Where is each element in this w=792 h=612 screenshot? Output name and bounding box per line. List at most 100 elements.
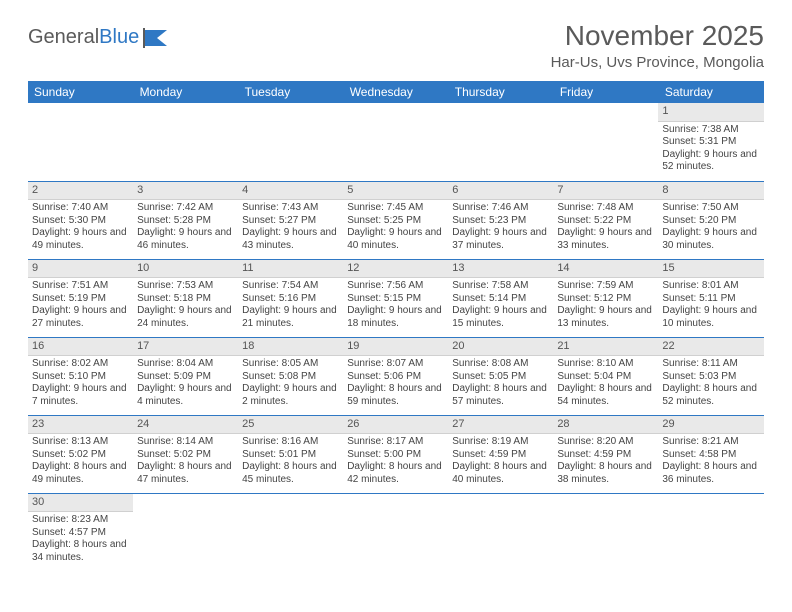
daylight-line: Daylight: 8 hours and 34 minutes. — [32, 539, 129, 564]
day-number: 24 — [133, 416, 238, 435]
daylight-line: Daylight: 8 hours and 49 minutes. — [32, 461, 129, 486]
location-text: Har-Us, Uvs Province, Mongolia — [551, 54, 764, 71]
logo-text-1: General — [28, 26, 99, 48]
sunset-line: Sunset: 5:00 PM — [347, 449, 444, 462]
day-body: Sunrise: 8:16 AMSunset: 5:01 PMDaylight:… — [238, 434, 343, 489]
day-body: Sunrise: 7:38 AMSunset: 5:31 PMDaylight:… — [658, 122, 763, 177]
sunset-line: Sunset: 4:57 PM — [32, 527, 129, 540]
sunrise-line: Sunrise: 8:08 AM — [452, 358, 549, 371]
daylight-line: Daylight: 8 hours and 45 minutes. — [242, 461, 339, 486]
sunset-line: Sunset: 5:12 PM — [557, 293, 654, 306]
sunrise-line: Sunrise: 7:43 AM — [242, 202, 339, 215]
day-body: Sunrise: 7:53 AMSunset: 5:18 PMDaylight:… — [133, 278, 238, 333]
sunset-line: Sunset: 5:06 PM — [347, 371, 444, 384]
sunset-line: Sunset: 5:22 PM — [557, 215, 654, 228]
day-number: 5 — [343, 182, 448, 201]
sunrise-line: Sunrise: 7:59 AM — [557, 280, 654, 293]
calendar-cell: 3Sunrise: 7:42 AMSunset: 5:28 PMDaylight… — [133, 181, 238, 259]
daylight-line: Daylight: 9 hours and 37 minutes. — [452, 227, 549, 252]
day-body: Sunrise: 7:42 AMSunset: 5:28 PMDaylight:… — [133, 200, 238, 255]
day-number: 29 — [658, 416, 763, 435]
day-number: 23 — [28, 416, 133, 435]
sunset-line: Sunset: 5:25 PM — [347, 215, 444, 228]
day-number: 11 — [238, 260, 343, 279]
sunset-line: Sunset: 5:03 PM — [662, 371, 759, 384]
day-body: Sunrise: 8:17 AMSunset: 5:00 PMDaylight:… — [343, 434, 448, 489]
calendar-cell: 17Sunrise: 8:04 AMSunset: 5:09 PMDayligh… — [133, 337, 238, 415]
day-body: Sunrise: 8:01 AMSunset: 5:11 PMDaylight:… — [658, 278, 763, 333]
sunset-line: Sunset: 5:11 PM — [662, 293, 759, 306]
daylight-line: Daylight: 8 hours and 38 minutes. — [557, 461, 654, 486]
day-number: 4 — [238, 182, 343, 201]
sunset-line: Sunset: 4:59 PM — [557, 449, 654, 462]
day-body: Sunrise: 8:11 AMSunset: 5:03 PMDaylight:… — [658, 356, 763, 411]
sunrise-line: Sunrise: 8:20 AM — [557, 436, 654, 449]
sunset-line: Sunset: 5:31 PM — [662, 136, 759, 149]
calendar-cell: 15Sunrise: 8:01 AMSunset: 5:11 PMDayligh… — [658, 259, 763, 337]
day-header: Tuesday — [238, 81, 343, 103]
day-header: Sunday — [28, 81, 133, 103]
day-number: 21 — [553, 338, 658, 357]
day-number: 22 — [658, 338, 763, 357]
day-number: 3 — [133, 182, 238, 201]
sunrise-line: Sunrise: 8:02 AM — [32, 358, 129, 371]
calendar-cell — [343, 103, 448, 181]
calendar-cell: 2Sunrise: 7:40 AMSunset: 5:30 PMDaylight… — [28, 181, 133, 259]
sunrise-line: Sunrise: 8:13 AM — [32, 436, 129, 449]
day-number: 16 — [28, 338, 133, 357]
calendar-cell: 9Sunrise: 7:51 AMSunset: 5:19 PMDaylight… — [28, 259, 133, 337]
day-body: Sunrise: 8:07 AMSunset: 5:06 PMDaylight:… — [343, 356, 448, 411]
calendar-week-row: 2Sunrise: 7:40 AMSunset: 5:30 PMDaylight… — [28, 181, 764, 259]
sunset-line: Sunset: 5:02 PM — [32, 449, 129, 462]
calendar-cell — [553, 493, 658, 571]
sunset-line: Sunset: 5:09 PM — [137, 371, 234, 384]
calendar-cell — [553, 103, 658, 181]
calendar-cell: 21Sunrise: 8:10 AMSunset: 5:04 PMDayligh… — [553, 337, 658, 415]
sunrise-line: Sunrise: 8:05 AM — [242, 358, 339, 371]
sunset-line: Sunset: 5:27 PM — [242, 215, 339, 228]
sunrise-line: Sunrise: 7:42 AM — [137, 202, 234, 215]
day-number: 25 — [238, 416, 343, 435]
calendar-cell: 29Sunrise: 8:21 AMSunset: 4:58 PMDayligh… — [658, 415, 763, 493]
calendar-cell: 13Sunrise: 7:58 AMSunset: 5:14 PMDayligh… — [448, 259, 553, 337]
calendar-body: 1Sunrise: 7:38 AMSunset: 5:31 PMDaylight… — [28, 103, 764, 571]
calendar-week-row: 16Sunrise: 8:02 AMSunset: 5:10 PMDayligh… — [28, 337, 764, 415]
day-body: Sunrise: 7:58 AMSunset: 5:14 PMDaylight:… — [448, 278, 553, 333]
day-body: Sunrise: 8:13 AMSunset: 5:02 PMDaylight:… — [28, 434, 133, 489]
sunrise-line: Sunrise: 7:38 AM — [662, 124, 759, 137]
calendar-cell: 28Sunrise: 8:20 AMSunset: 4:59 PMDayligh… — [553, 415, 658, 493]
calendar-cell — [28, 103, 133, 181]
calendar-table: SundayMondayTuesdayWednesdayThursdayFrid… — [28, 81, 764, 571]
day-body: Sunrise: 7:43 AMSunset: 5:27 PMDaylight:… — [238, 200, 343, 255]
sunset-line: Sunset: 5:14 PM — [452, 293, 549, 306]
logo-flag-icon — [143, 28, 169, 48]
day-body: Sunrise: 7:48 AMSunset: 5:22 PMDaylight:… — [553, 200, 658, 255]
calendar-cell — [448, 103, 553, 181]
calendar-cell — [448, 493, 553, 571]
sunset-line: Sunset: 4:58 PM — [662, 449, 759, 462]
day-number: 20 — [448, 338, 553, 357]
day-body: Sunrise: 7:51 AMSunset: 5:19 PMDaylight:… — [28, 278, 133, 333]
day-header: Saturday — [658, 81, 763, 103]
day-number: 18 — [238, 338, 343, 357]
calendar-week-row: 23Sunrise: 8:13 AMSunset: 5:02 PMDayligh… — [28, 415, 764, 493]
sunrise-line: Sunrise: 7:54 AM — [242, 280, 339, 293]
day-number: 27 — [448, 416, 553, 435]
day-number: 6 — [448, 182, 553, 201]
sunset-line: Sunset: 5:02 PM — [137, 449, 234, 462]
sunset-line: Sunset: 5:20 PM — [662, 215, 759, 228]
day-header: Friday — [553, 81, 658, 103]
daylight-line: Daylight: 9 hours and 40 minutes. — [347, 227, 444, 252]
sunset-line: Sunset: 5:30 PM — [32, 215, 129, 228]
daylight-line: Daylight: 9 hours and 21 minutes. — [242, 305, 339, 330]
day-number: 7 — [553, 182, 658, 201]
calendar-cell: 10Sunrise: 7:53 AMSunset: 5:18 PMDayligh… — [133, 259, 238, 337]
day-body: Sunrise: 7:56 AMSunset: 5:15 PMDaylight:… — [343, 278, 448, 333]
sunset-line: Sunset: 5:01 PM — [242, 449, 339, 462]
daylight-line: Daylight: 9 hours and 2 minutes. — [242, 383, 339, 408]
day-body: Sunrise: 8:21 AMSunset: 4:58 PMDaylight:… — [658, 434, 763, 489]
daylight-line: Daylight: 9 hours and 27 minutes. — [32, 305, 129, 330]
title-block: November 2025 Har-Us, Uvs Province, Mong… — [551, 20, 764, 71]
day-number: 30 — [28, 494, 133, 513]
page-title: November 2025 — [551, 20, 764, 52]
